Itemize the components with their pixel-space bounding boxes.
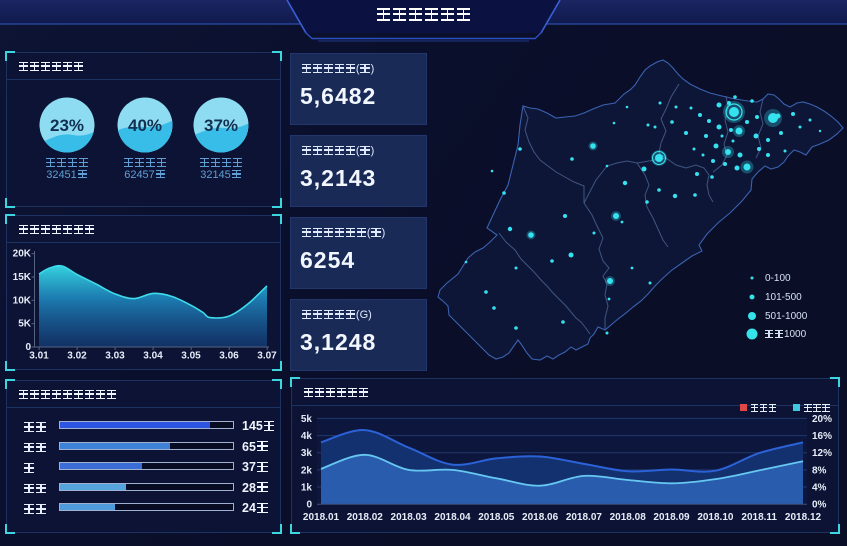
svg-text:16%: 16% bbox=[812, 431, 832, 442]
svg-text:501-1000: 501-1000 bbox=[765, 311, 808, 322]
svg-text:2018.09: 2018.09 bbox=[653, 512, 690, 523]
svg-text:37%: 37% bbox=[204, 116, 238, 135]
svg-text:4%: 4% bbox=[812, 483, 827, 494]
svg-text:3.04: 3.04 bbox=[143, 351, 163, 362]
svg-text:0: 0 bbox=[306, 500, 312, 511]
svg-text:5K: 5K bbox=[18, 319, 32, 330]
svg-text:12%: 12% bbox=[812, 448, 832, 459]
svg-text:2018.06: 2018.06 bbox=[522, 512, 559, 523]
svg-text:101-500: 101-500 bbox=[765, 292, 802, 303]
svg-text:20K: 20K bbox=[13, 249, 32, 260]
svg-text:2018.02: 2018.02 bbox=[347, 512, 384, 523]
svg-text:20%: 20% bbox=[812, 414, 832, 425]
svg-text:3k: 3k bbox=[301, 448, 313, 459]
svg-text:3.02: 3.02 bbox=[67, 351, 87, 362]
svg-text:10K: 10K bbox=[13, 295, 32, 306]
svg-text:2018.08: 2018.08 bbox=[610, 512, 647, 523]
svg-text:0-100: 0-100 bbox=[765, 273, 791, 284]
svg-text:5k: 5k bbox=[301, 414, 313, 425]
svg-text:2018.01: 2018.01 bbox=[303, 512, 340, 523]
svg-text:8%: 8% bbox=[812, 465, 827, 476]
svg-text:3.03: 3.03 bbox=[105, 351, 125, 362]
svg-text:2018.04: 2018.04 bbox=[434, 512, 471, 523]
svg-text:2018.07: 2018.07 bbox=[566, 512, 603, 523]
svg-text:2018.03: 2018.03 bbox=[391, 512, 428, 523]
svg-text:3.01: 3.01 bbox=[29, 351, 49, 362]
svg-text:2018.05: 2018.05 bbox=[478, 512, 515, 523]
svg-text:1k: 1k bbox=[301, 483, 313, 494]
svg-text:2k: 2k bbox=[301, 465, 313, 476]
svg-text:0%: 0% bbox=[812, 500, 827, 511]
svg-text:3.07: 3.07 bbox=[257, 351, 277, 362]
svg-text:0: 0 bbox=[25, 342, 31, 353]
svg-text:15K: 15K bbox=[13, 272, 32, 283]
svg-text:2018.11: 2018.11 bbox=[741, 512, 777, 523]
svg-text:40%: 40% bbox=[128, 116, 162, 135]
svg-text:2018.10: 2018.10 bbox=[697, 512, 734, 523]
svg-text:3.06: 3.06 bbox=[219, 351, 239, 362]
svg-text:3.05: 3.05 bbox=[181, 351, 201, 362]
svg-text:2018.12: 2018.12 bbox=[785, 512, 822, 523]
svg-text:4k: 4k bbox=[301, 431, 313, 442]
svg-text:23%: 23% bbox=[50, 116, 84, 135]
